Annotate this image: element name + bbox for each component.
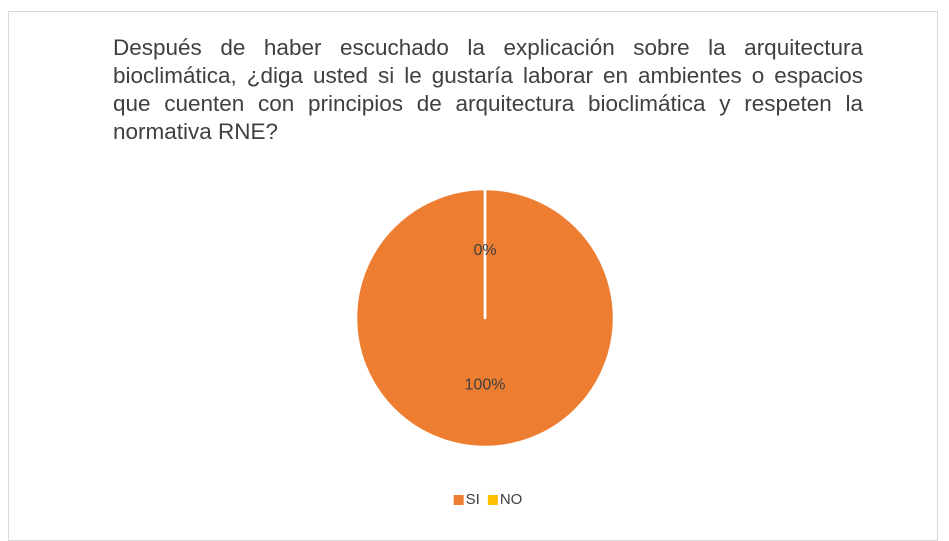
chart: 100% 0% SI NO: [354, 187, 616, 508]
page: {"chart_data": {"type": "pie", "title": …: [8, 11, 938, 541]
chart-title: Después de haber escuchado la explicació…: [113, 35, 863, 144]
legend-swatch: [487, 495, 498, 505]
legend-label: SI: [466, 491, 480, 508]
data-label: 0%: [473, 242, 496, 259]
data-label: 100%: [465, 376, 506, 393]
legend-label: NO: [500, 491, 523, 508]
legend-swatch: [453, 495, 464, 505]
